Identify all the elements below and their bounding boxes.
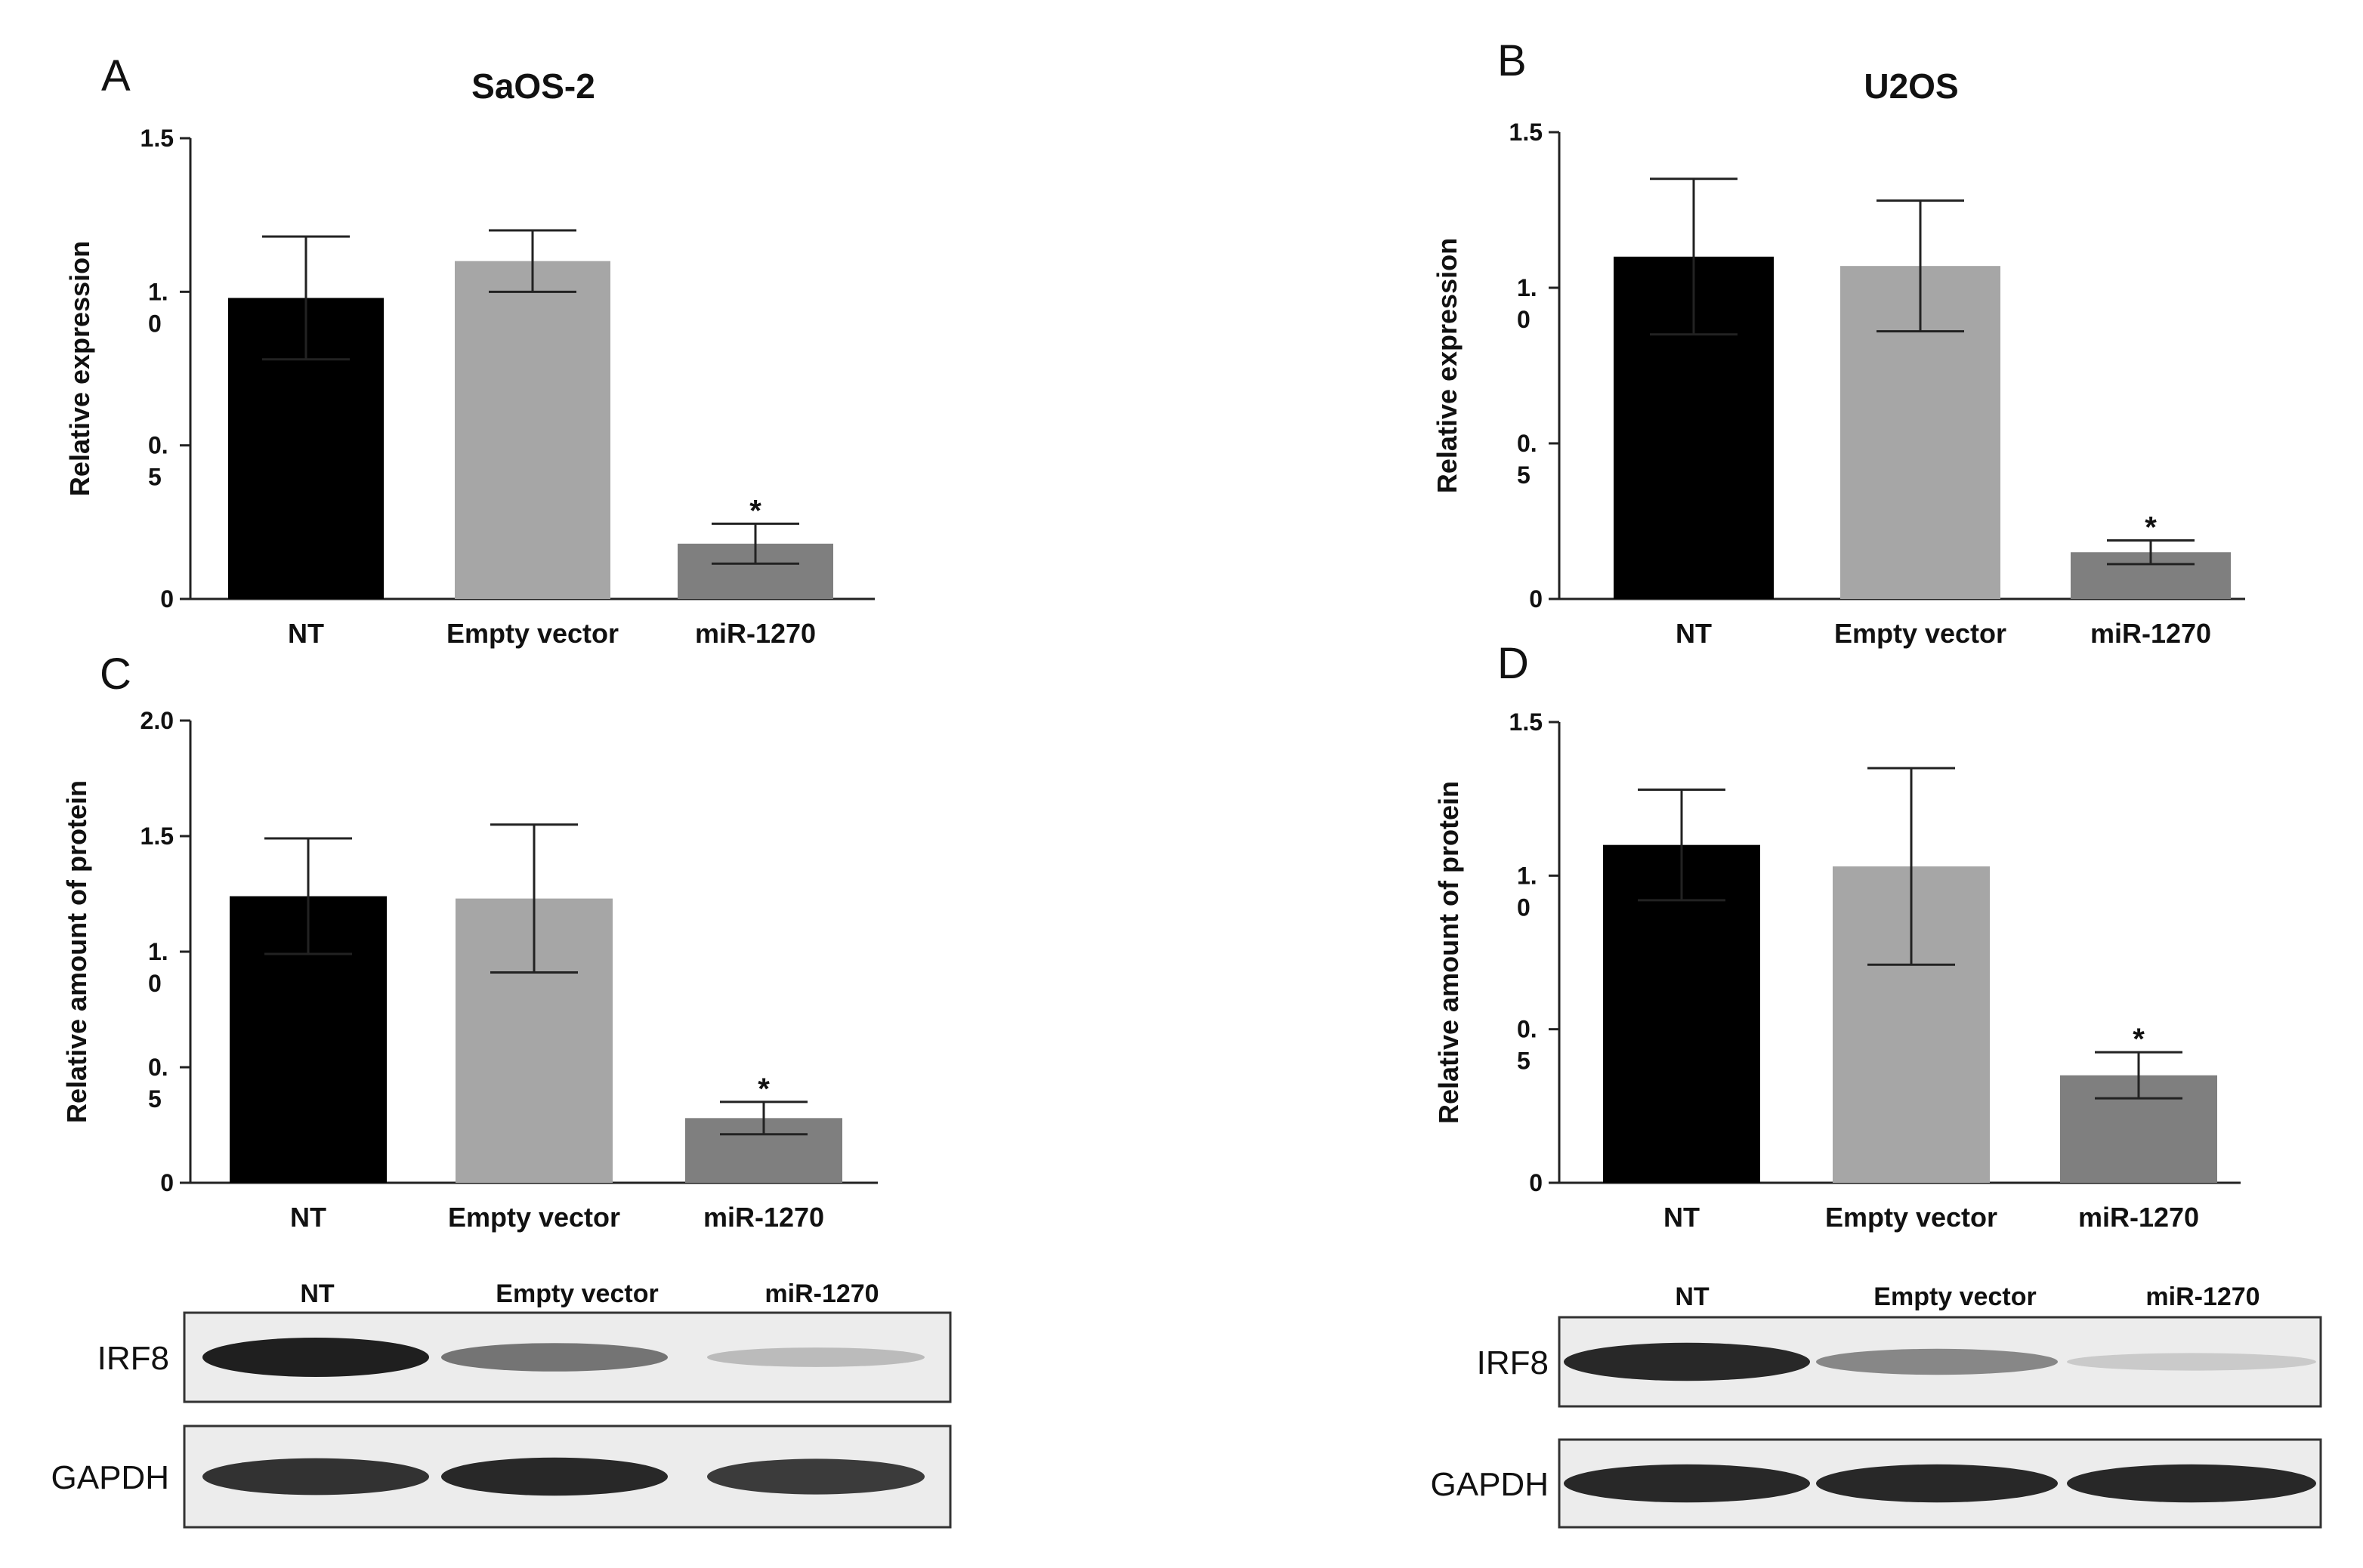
y-tick-label: 2.0 [141,707,174,734]
y-tick-label: 1. 0 [148,938,168,997]
blot-band [2067,1353,2316,1371]
x-tick-label: Empty vector [1834,618,2006,649]
y-axis-label: Relative expression [1432,238,1463,493]
blot-panel-d: NT Empty vector miR-1270 IRF8 GAPDH [1431,1282,2322,1529]
bar-empty-vector [455,261,610,599]
y-tick-label: 1. 0 [1517,862,1537,921]
blot-lane-label: Empty vector [496,1279,658,1308]
y-tick-label: 1. 0 [1517,274,1537,333]
blot-band [441,1457,668,1496]
x-tick-label: NT [1676,618,1712,649]
x-tick-label: NT [1663,1202,1700,1233]
y-tick-label: 0. 5 [148,432,168,491]
blot-band [707,1458,925,1495]
significance-marker: * [749,494,761,527]
blot-band [1564,1342,1810,1381]
blot-band [707,1347,925,1367]
y-tick-label: 1.5 [1509,119,1543,146]
x-tick-label: NT [290,1202,326,1233]
blot-lane-label: NT [1675,1282,1710,1311]
blot-band [202,1338,429,1377]
y-tick-label: 0 [1529,585,1543,613]
panel-letter: B [1497,36,1527,85]
y-tick-label: 0 [160,1169,174,1196]
blot-band [2067,1464,2316,1503]
blot-row-label: IRF8 [1477,1344,1549,1381]
blot-band [1564,1464,1810,1503]
blot-row-label: IRF8 [97,1340,169,1377]
panel-letter: D [1497,639,1529,688]
y-axis-label: Relative expression [64,241,95,496]
y-tick-label: 1.5 [141,125,174,152]
panel-letter: C [100,650,131,699]
y-tick-label: 0. 5 [1517,430,1537,489]
blot-lane-label: NT [300,1279,335,1308]
x-tick-label: miR-1270 [695,618,816,649]
y-tick-label: 0. 5 [148,1054,168,1113]
significance-marker: * [2145,511,2157,545]
y-tick-label: 1.5 [141,823,174,850]
y-tick-label: 0 [160,585,174,613]
blot-band [1816,1348,2058,1375]
blot-lane-label: miR-1270 [2145,1282,2260,1311]
x-tick-label: miR-1270 [2078,1202,2199,1233]
x-tick-label: Empty vector [1825,1202,1997,1233]
panel-b: B U2OS 0 0. 5 1. 0 1.5 Relative expression NT Empt… [1432,36,2245,649]
chart-title: U2OS [1864,66,1958,106]
blot-band [202,1458,429,1495]
y-tick-label: 0. 5 [1517,1016,1537,1075]
y-tick-label: 1. 0 [148,278,168,337]
y-tick-label: 0 [1529,1169,1543,1196]
significance-marker: * [2133,1023,2145,1056]
blot-panel-c: NT Empty vector miR-1270 IRF8 GAPDH [51,1279,952,1529]
x-tick-label: miR-1270 [703,1202,824,1233]
x-tick-label: NT [288,618,324,649]
significance-marker: * [758,1073,770,1106]
x-tick-label: miR-1270 [2090,618,2211,649]
blot-band [1816,1464,2058,1503]
blot-row-label: GAPDH [51,1459,169,1496]
blot-lane-label: miR-1270 [764,1279,879,1308]
y-tick-label: 1.5 [1509,708,1543,736]
blot-band [441,1343,668,1372]
panel-d: D 0 0. 5 1. 0 1.5 Relative amount of protein NT E… [1433,639,2241,1233]
panel-letter: A [101,51,131,100]
y-axis-label: Relative amount of protein [61,780,92,1123]
blot-lane-label: Empty vector [1873,1282,2036,1311]
panel-a: A SaOS-2 0 0. 5 1. 0 1.5 Relative expression NT Em… [64,51,875,649]
y-axis-label: Relative amount of protein [1433,781,1464,1124]
blot-row-label: GAPDH [1431,1466,1549,1503]
x-tick-label: Empty vector [446,618,619,649]
x-tick-label: Empty vector [448,1202,620,1233]
panel-c: C 0 0. 5 1. 0 1.5 2.0 Relative amount of protein… [61,650,878,1233]
chart-title: SaOS-2 [471,66,595,106]
